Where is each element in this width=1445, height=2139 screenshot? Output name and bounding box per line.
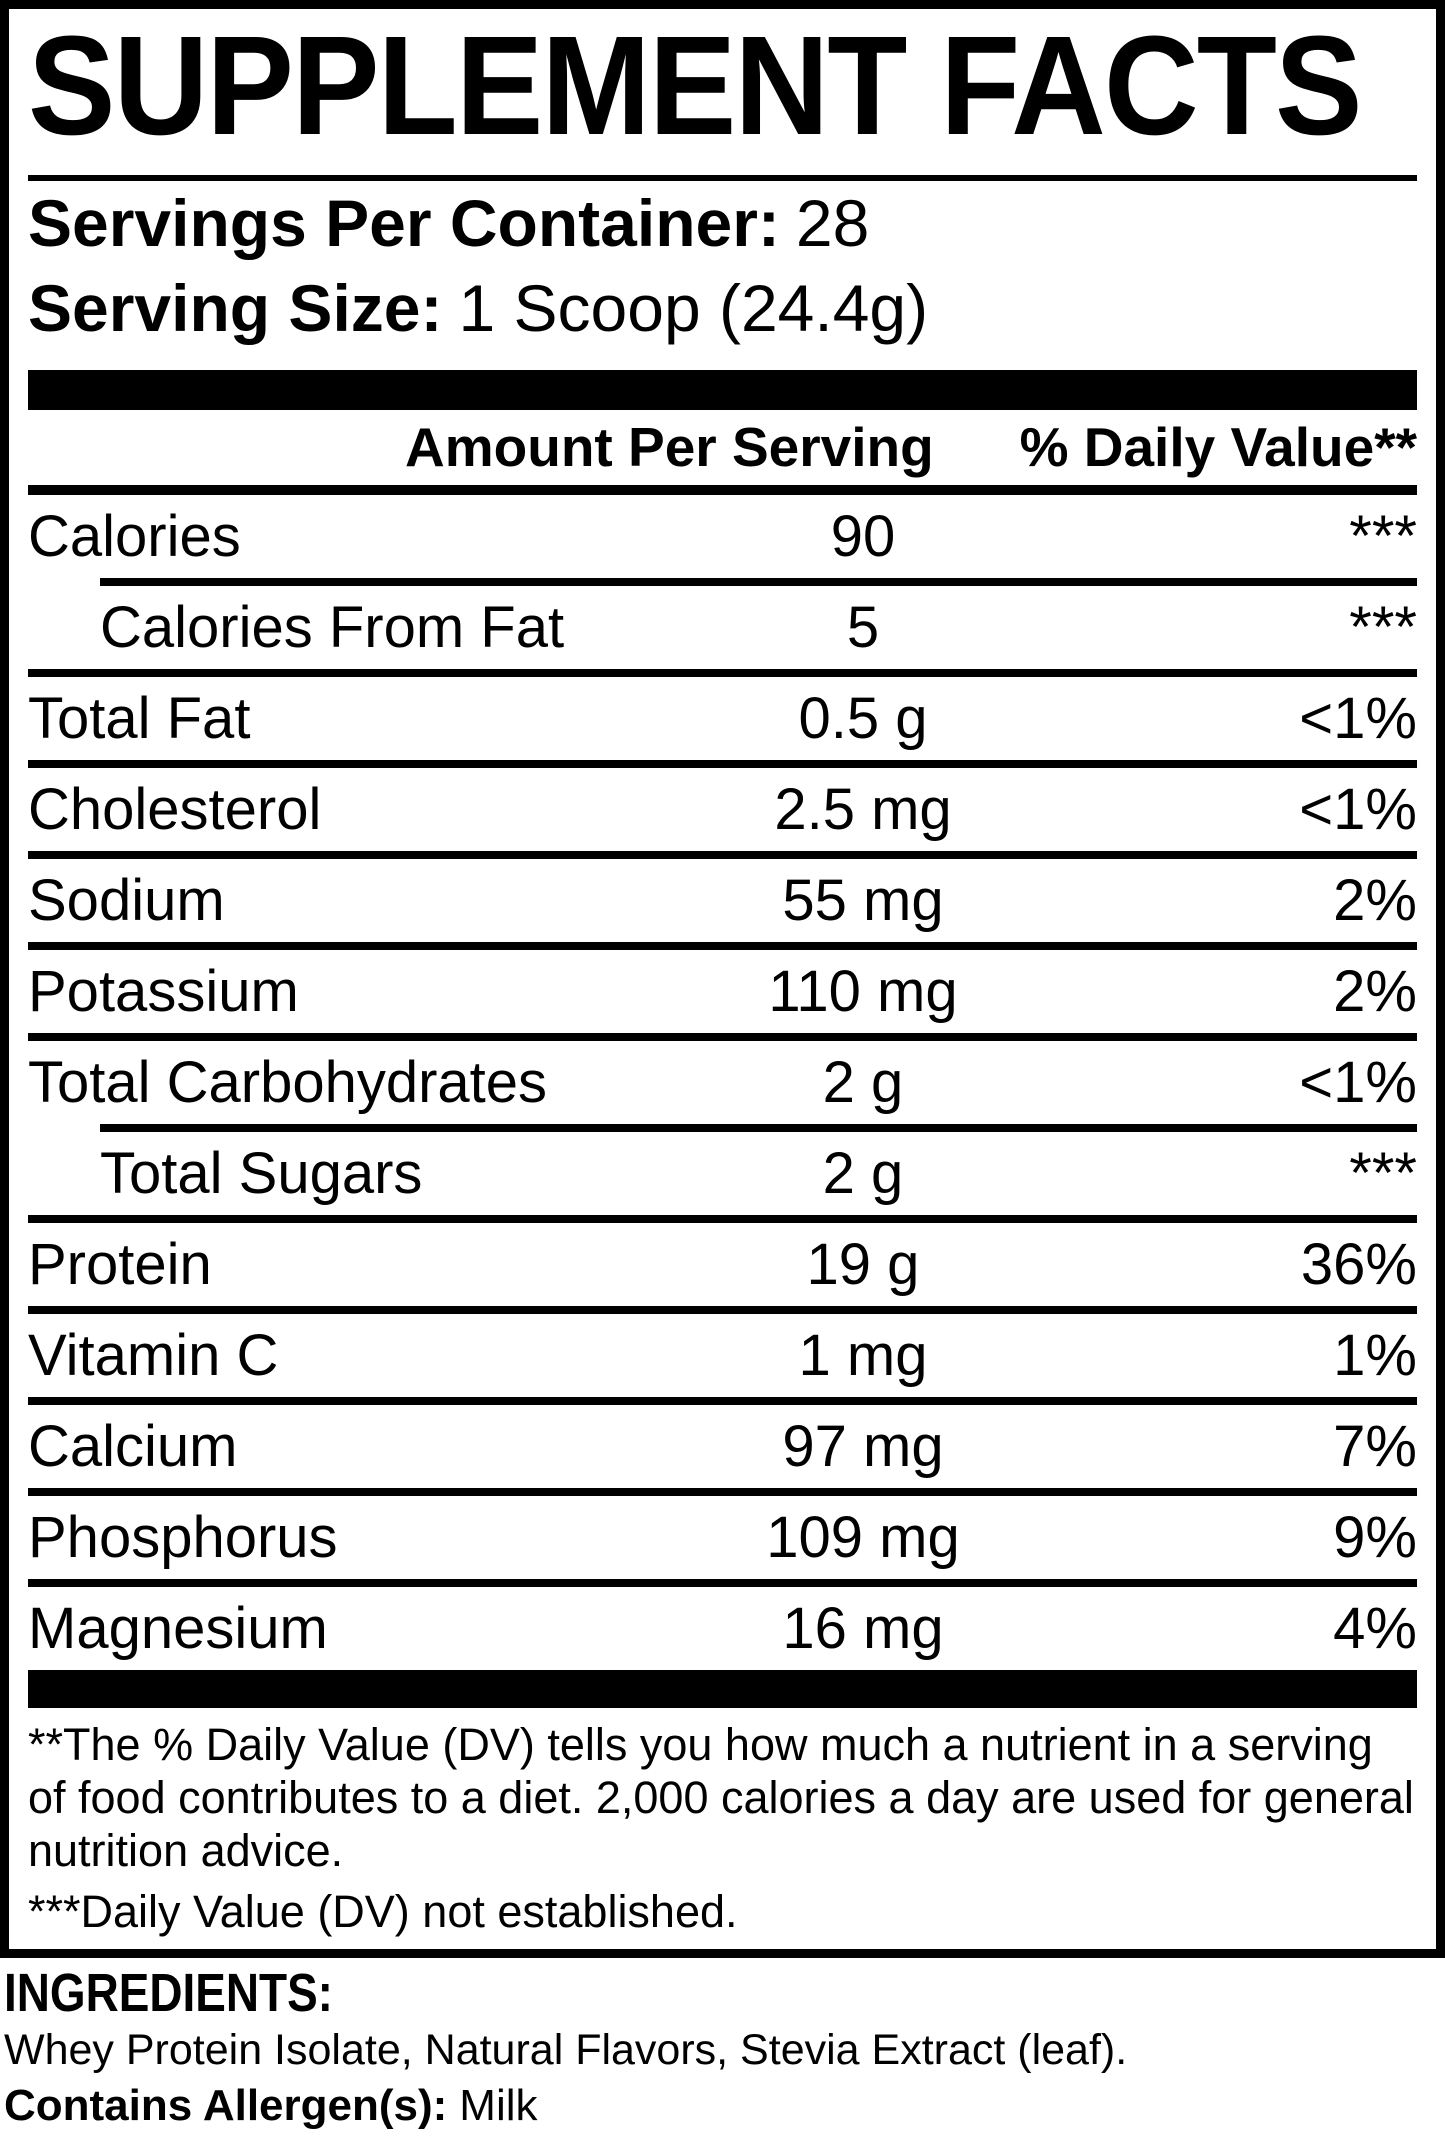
table-row: Calories From Fat 5 *** [28, 586, 1417, 669]
nutrient-daily-value: 9% [1333, 1505, 1417, 1570]
table-row: Potassium 110 mg 2% [28, 950, 1417, 1033]
row-separator [28, 942, 1417, 950]
servings-per-container-line: Servings Per Container: 28 [28, 181, 1417, 266]
nutrient-daily-value: *** [1349, 1141, 1417, 1206]
nutrient-name: Total Carbohydrates [28, 1050, 548, 1115]
nutrient-amount: 55 mg [782, 868, 944, 933]
ingredients-heading: INGREDIENTS: [4, 1963, 1441, 2023]
row-separator [28, 1033, 1417, 1041]
nutrient-daily-value: 4% [1333, 1596, 1417, 1661]
row-separator [28, 851, 1417, 859]
table-row: Protein 19 g 36% [28, 1223, 1417, 1306]
ingredients-heading-text: INGREDIENTS: [4, 1963, 333, 2023]
serving-size-label: Serving Size: [28, 271, 443, 345]
nutrient-daily-value: 36% [1300, 1232, 1417, 1297]
nutrient-amount: 1 mg [798, 1323, 928, 1388]
servings-per-container-value: 28 [795, 186, 870, 260]
amount-per-serving-header: Amount Per Serving [405, 416, 934, 478]
nutrient-daily-value: 1% [1333, 1323, 1417, 1388]
row-separator [28, 1488, 1417, 1496]
nutrient-name: Cholesterol [28, 777, 322, 842]
table-row: Sodium 55 mg 2% [28, 859, 1417, 942]
allergen-line: Contains Allergen(s): Milk [4, 2078, 1441, 2133]
allergen-value: Milk [459, 2081, 538, 2130]
table-row: Cholesterol 2.5 mg <1% [28, 768, 1417, 851]
nutrient-daily-value: 2% [1333, 868, 1417, 933]
nutrient-amount: 97 mg [782, 1414, 944, 1479]
nutrient-daily-value: <1% [1299, 686, 1417, 751]
nutrient-name: Total Fat [28, 686, 251, 751]
row-separator [28, 1306, 1417, 1314]
nutrient-name: Potassium [28, 959, 299, 1024]
nutrient-name: Vitamin C [28, 1323, 279, 1388]
nutrient-name: Calories From Fat [100, 595, 565, 660]
nutrient-amount: 109 mg [766, 1505, 960, 1570]
daily-value-footnote: **The % Daily Value (DV) tells you how m… [28, 1719, 1414, 1876]
nutrient-daily-value: 2% [1333, 959, 1417, 1024]
header-divider [28, 485, 1417, 495]
panel-title-text: SUPPLEMENT FACTS [28, 6, 1363, 164]
nutrient-daily-value: *** [1349, 595, 1417, 660]
nutrient-name: Magnesium [28, 1596, 328, 1661]
row-separator [28, 1215, 1417, 1223]
table-row: Total Sugars 2 g *** [28, 1132, 1417, 1215]
nutrient-amount: 19 g [806, 1232, 920, 1297]
allergen-label: Contains Allergen(s): [4, 2081, 448, 2130]
serving-size-value: 1 Scoop (24.4g) [458, 271, 929, 345]
servings-per-container-label: Servings Per Container: [28, 186, 780, 260]
table-row: Magnesium 16 mg 4% [28, 1587, 1417, 1670]
nutrient-amount: 2 g [822, 1141, 904, 1206]
thick-separator-bar-bottom [28, 1670, 1417, 1708]
nutrient-name: Total Sugars [100, 1141, 423, 1206]
nutrient-amount: 0.5 g [798, 686, 928, 751]
ingredients-section: INGREDIENTS: Whey Protein Isolate, Natur… [0, 1963, 1445, 2133]
nutrient-amount: 2 g [822, 1050, 904, 1115]
row-separator [100, 578, 1417, 586]
ingredients-list: Whey Protein Isolate, Natural Flavors, S… [4, 2026, 1128, 2074]
not-established-footnote: ***Daily Value (DV) not established. [28, 1886, 738, 1937]
nutrient-name: Sodium [28, 868, 225, 933]
facts-panel: SUPPLEMENT FACTS Servings Per Container:… [0, 0, 1445, 1958]
nutrient-daily-value: *** [1349, 504, 1417, 569]
row-separator [28, 1397, 1417, 1405]
daily-value-header: % Daily Value** [1019, 416, 1417, 478]
nutrient-name: Calories [28, 504, 241, 569]
nutrient-amount: 2.5 mg [774, 777, 952, 842]
nutrient-rows: Calories 90 *** Calories From Fat 5 *** Total … [28, 495, 1417, 1670]
nutrient-name: Calcium [28, 1414, 238, 1479]
row-separator [28, 1579, 1417, 1587]
table-row: Calories 90 *** [28, 495, 1417, 578]
nutrient-amount: 16 mg [782, 1596, 944, 1661]
row-separator [100, 1124, 1417, 1132]
nutrient-name: Phosphorus [28, 1505, 338, 1570]
thick-separator-bar-top [28, 370, 1417, 410]
panel-title: SUPPLEMENT FACTS [28, 15, 1417, 156]
table-row: Total Fat 0.5 g <1% [28, 677, 1417, 760]
table-row: Phosphorus 109 mg 9% [28, 1496, 1417, 1579]
table-row: Total Carbohydrates 2 g <1% [28, 1041, 1417, 1124]
serving-size-line: Serving Size: 1 Scoop (24.4g) [28, 266, 1417, 351]
nutrient-daily-value: <1% [1299, 1050, 1417, 1115]
nutrient-amount: 5 [846, 595, 880, 660]
row-separator [28, 760, 1417, 768]
table-row: Vitamin C 1 mg 1% [28, 1314, 1417, 1397]
nutrient-amount: 110 mg [768, 959, 958, 1024]
nutrient-daily-value: <1% [1299, 777, 1417, 842]
title-divider [28, 175, 1417, 181]
table-row: Calcium 97 mg 7% [28, 1405, 1417, 1488]
table-header: Amount Per Serving % Daily Value** [28, 410, 1417, 485]
nutrient-daily-value: 7% [1333, 1414, 1417, 1479]
row-separator [28, 669, 1417, 677]
nutrient-name: Protein [28, 1232, 212, 1297]
nutrient-amount: 90 [830, 504, 896, 569]
